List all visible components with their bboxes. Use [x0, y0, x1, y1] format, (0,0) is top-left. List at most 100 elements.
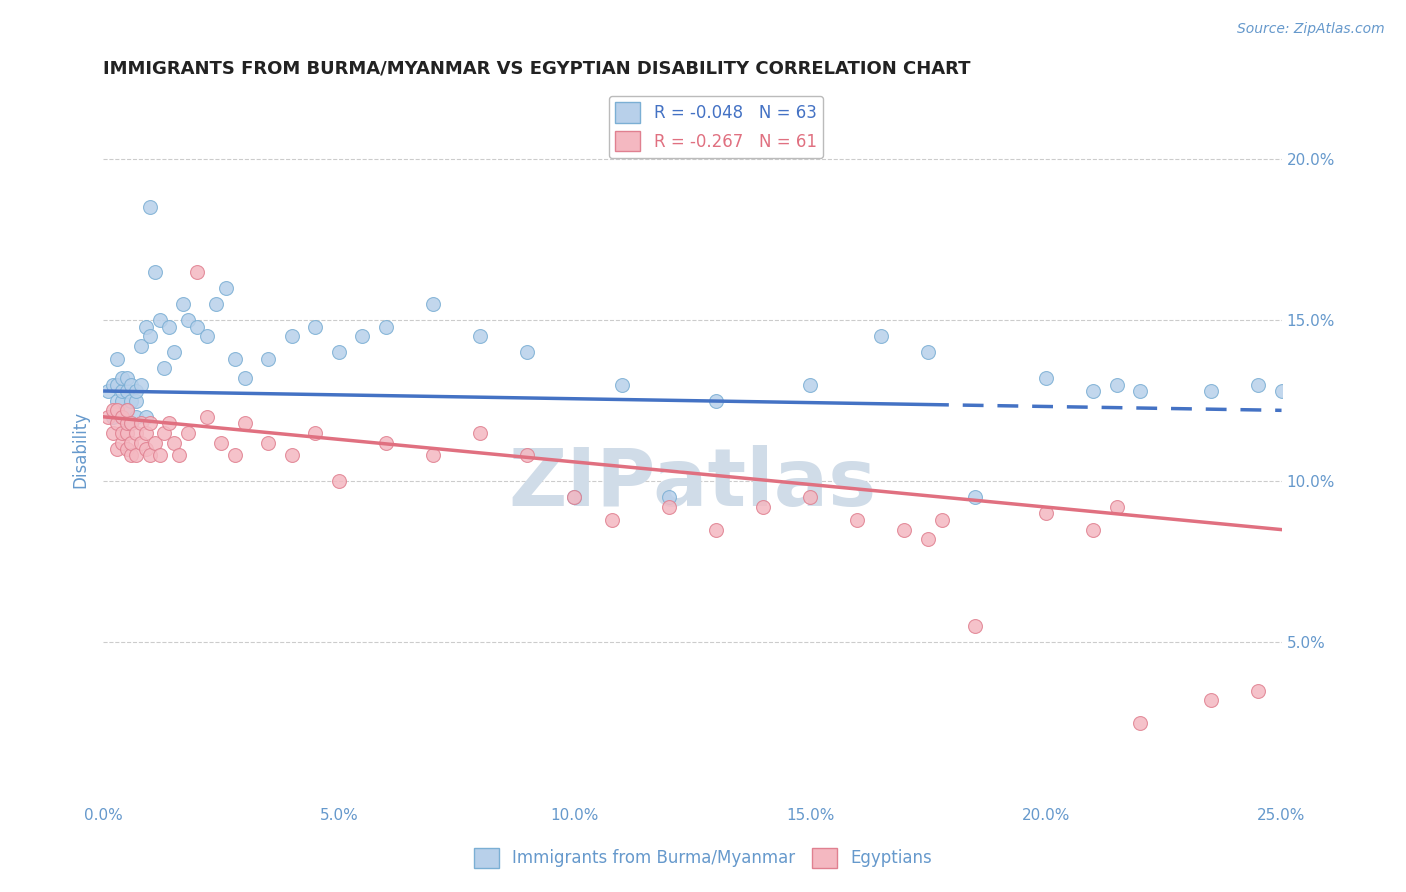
- Point: [115, 371, 138, 385]
- Point: [704, 393, 727, 408]
- Point: [422, 449, 444, 463]
- Point: [195, 409, 218, 424]
- Point: [115, 403, 138, 417]
- Point: [143, 435, 166, 450]
- Point: [111, 393, 134, 408]
- Point: [257, 351, 280, 366]
- Point: [143, 265, 166, 279]
- Point: [195, 329, 218, 343]
- Point: [215, 281, 238, 295]
- Point: [564, 491, 586, 505]
- Point: [115, 416, 138, 430]
- Point: [129, 339, 152, 353]
- Point: [149, 313, 172, 327]
- Point: [125, 384, 148, 398]
- Point: [153, 361, 176, 376]
- Point: [167, 449, 190, 463]
- Point: [352, 329, 374, 343]
- Point: [120, 416, 142, 430]
- Point: [135, 409, 157, 424]
- Point: [658, 491, 681, 505]
- Point: [135, 442, 157, 456]
- Point: [280, 449, 302, 463]
- Point: [1105, 377, 1128, 392]
- Point: [177, 313, 200, 327]
- Point: [186, 265, 208, 279]
- Point: [516, 449, 538, 463]
- Text: ZIPatlas: ZIPatlas: [508, 445, 876, 524]
- Point: [917, 345, 939, 359]
- Point: [280, 329, 302, 343]
- Point: [209, 435, 232, 450]
- Point: [111, 371, 134, 385]
- Point: [97, 384, 120, 398]
- Point: [1129, 716, 1152, 731]
- Point: [105, 442, 128, 456]
- Point: [139, 329, 162, 343]
- Point: [97, 409, 120, 424]
- Point: [111, 425, 134, 440]
- Point: [470, 425, 492, 440]
- Point: [965, 619, 987, 633]
- Point: [846, 513, 869, 527]
- Point: [115, 416, 138, 430]
- Point: [304, 319, 326, 334]
- Point: [564, 491, 586, 505]
- Point: [752, 500, 775, 514]
- Point: [120, 435, 142, 450]
- Point: [157, 319, 180, 334]
- Point: [101, 377, 124, 392]
- Point: [600, 513, 623, 527]
- Point: [135, 319, 157, 334]
- Point: [157, 416, 180, 430]
- Point: [1105, 500, 1128, 514]
- Point: [328, 345, 350, 359]
- Point: [374, 435, 396, 450]
- Point: [304, 425, 326, 440]
- Point: [374, 319, 396, 334]
- Point: [163, 345, 186, 359]
- Point: [115, 384, 138, 398]
- Point: [111, 409, 134, 424]
- Point: [1081, 384, 1104, 398]
- Point: [870, 329, 893, 343]
- Point: [658, 500, 681, 514]
- Point: [328, 475, 350, 489]
- Point: [135, 425, 157, 440]
- Point: [125, 425, 148, 440]
- Point: [224, 351, 246, 366]
- Point: [470, 329, 492, 343]
- Point: [965, 491, 987, 505]
- Point: [125, 409, 148, 424]
- Point: [422, 297, 444, 311]
- Point: [120, 377, 142, 392]
- Point: [233, 416, 256, 430]
- Point: [799, 377, 821, 392]
- Point: [1081, 523, 1104, 537]
- Point: [105, 416, 128, 430]
- Point: [1035, 507, 1057, 521]
- Point: [105, 393, 128, 408]
- Point: [139, 449, 162, 463]
- Point: [111, 435, 134, 450]
- Point: [1199, 693, 1222, 707]
- Point: [1035, 371, 1057, 385]
- Point: [105, 351, 128, 366]
- Point: [101, 425, 124, 440]
- Point: [115, 442, 138, 456]
- Point: [186, 319, 208, 334]
- Point: [120, 416, 142, 430]
- Point: [163, 435, 186, 450]
- Point: [799, 491, 821, 505]
- Point: [101, 409, 124, 424]
- Text: IMMIGRANTS FROM BURMA/MYANMAR VS EGYPTIAN DISABILITY CORRELATION CHART: IMMIGRANTS FROM BURMA/MYANMAR VS EGYPTIA…: [103, 60, 970, 78]
- Point: [1199, 384, 1222, 398]
- Point: [1247, 377, 1270, 392]
- Legend: R = -0.048   N = 63, R = -0.267   N = 61: R = -0.048 N = 63, R = -0.267 N = 61: [609, 95, 824, 158]
- Point: [153, 425, 176, 440]
- Point: [139, 416, 162, 430]
- Point: [125, 393, 148, 408]
- Point: [516, 345, 538, 359]
- Point: [610, 377, 633, 392]
- Point: [125, 449, 148, 463]
